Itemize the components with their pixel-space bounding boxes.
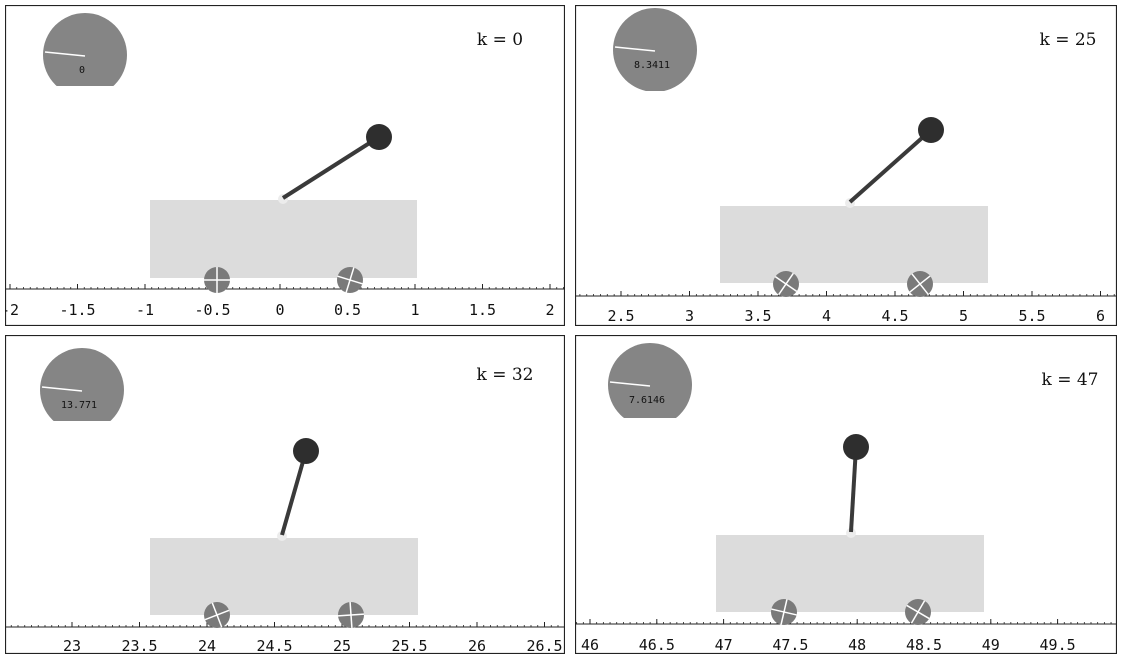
axis-tick-label: 49	[982, 636, 1000, 654]
axis-tick-label: 23.5	[121, 637, 157, 654]
bob	[843, 434, 869, 460]
axis-tick-label: 5	[959, 307, 968, 325]
axis-tick-label: 26	[468, 637, 486, 654]
axis-tick-label: 4	[822, 307, 831, 325]
gauge	[608, 343, 692, 427]
gauge-value: 7.6146	[629, 395, 665, 406]
gauge-value: 13.771	[61, 400, 97, 411]
frame-label: k = 47	[1042, 370, 1099, 390]
figure: 0 k = 0 -2 -1.5 -1 -0.5 0 0.5 1 1.5 2 8.3411 k = 25 2…	[0, 0, 1121, 654]
axis-tick-label: 1	[410, 301, 419, 319]
bob	[293, 438, 319, 464]
axis-tick-label: 1.5	[469, 301, 496, 319]
gauge-value: 0	[79, 65, 85, 76]
axis-tick-label: 26.5	[526, 637, 562, 654]
panel: 7.6146 k = 47 46 46.5 47 47.5 48 48.5 49 49.5	[575, 336, 1117, 654]
axis-tick-label: 48	[848, 636, 866, 654]
axis-tick-label: 24.5	[256, 637, 292, 654]
axis-tick-label: 23	[63, 637, 81, 654]
axis-tick-label: 3	[685, 307, 694, 325]
axis-tick-label: 5.5	[1018, 307, 1045, 325]
axis-tick-label: 3.5	[744, 307, 771, 325]
axis-tick-label: 46	[581, 636, 599, 654]
axis-tick-label: -1	[136, 301, 154, 319]
axis-tick-label: 47	[715, 636, 733, 654]
gauge	[43, 13, 127, 97]
axis-tick-label: 49.5	[1040, 636, 1076, 654]
axis-tick-label: 46.5	[639, 636, 675, 654]
axis-tick-label: 47.5	[772, 636, 808, 654]
cart	[150, 200, 417, 278]
frame-label: k = 32	[477, 365, 534, 385]
axis-tick-label: -2	[1, 301, 19, 319]
cart	[716, 535, 984, 612]
axis-tick-label: 2	[545, 301, 554, 319]
frame-label: k = 0	[477, 30, 523, 50]
axis-tick-label: -0.5	[194, 301, 230, 319]
frame-label: k = 25	[1040, 30, 1097, 50]
axis-tick-label: 48.5	[906, 636, 942, 654]
bob	[366, 124, 392, 150]
axis-tick-label: 6	[1096, 307, 1105, 325]
gauge	[40, 348, 124, 432]
axis-tick-label: 0.5	[334, 301, 361, 319]
cart	[150, 538, 418, 615]
axis-tick-label: 24	[198, 637, 216, 654]
gauge-value: 8.3411	[634, 60, 670, 71]
axis-tick-label: 0	[275, 301, 284, 319]
panel: 0 k = 0 -2 -1.5 -1 -0.5 0 0.5 1 1.5 2	[1, 6, 565, 326]
bob	[918, 117, 944, 143]
axis-tick-label: 2.5	[607, 307, 634, 325]
cart	[720, 206, 988, 283]
panel: 8.3411 k = 25 2.5 3 3.5 4 4.5 5 5.5 6	[575, 6, 1117, 326]
axis-tick-label: 25	[333, 637, 351, 654]
axis-tick-label: -1.5	[59, 301, 95, 319]
axis-tick-label: 4.5	[881, 307, 908, 325]
panel: 13.771 k = 32 23 23.5 24 24.5 25 25.5 26 26.5	[5, 336, 565, 654]
axis-tick-label: 25.5	[391, 637, 427, 654]
gauge	[613, 8, 697, 92]
